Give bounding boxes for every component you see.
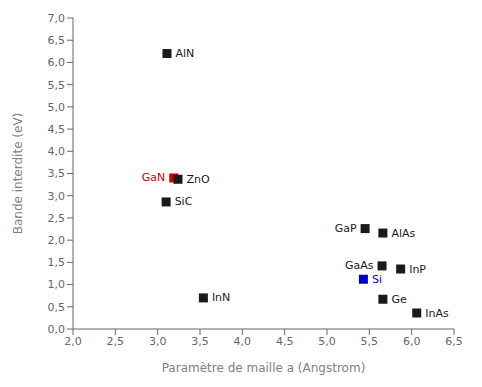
svg-text:3,0: 3,0 [48,190,66,203]
svg-text:Paramètre de maille a (Angstro: Paramètre de maille a (Angstrom) [162,361,366,375]
svg-text:GaN: GaN [142,171,166,184]
svg-text:1,0: 1,0 [48,278,66,291]
svg-text:6,5: 6,5 [48,34,66,47]
svg-text:SiC: SiC [175,195,193,208]
svg-text:6,5: 6,5 [445,335,463,348]
svg-text:2,5: 2,5 [48,212,66,225]
svg-text:0,5: 0,5 [48,301,66,314]
svg-text:6,0: 6,0 [403,335,421,348]
svg-text:3,5: 3,5 [191,335,209,348]
svg-text:Si: Si [372,273,382,286]
svg-text:GaP: GaP [335,222,357,235]
svg-text:5,0: 5,0 [318,335,336,348]
svg-text:3,5: 3,5 [48,167,66,180]
svg-text:ZnO: ZnO [186,173,210,186]
svg-text:5,0: 5,0 [48,101,66,114]
svg-text:Ge: Ge [391,293,407,306]
svg-text:GaAs: GaAs [345,259,374,272]
svg-text:2,0: 2,0 [64,335,82,348]
svg-text:5,5: 5,5 [48,79,66,92]
svg-text:4,5: 4,5 [48,123,66,136]
svg-text:5,5: 5,5 [361,335,379,348]
svg-text:0,0: 0,0 [48,323,66,336]
svg-text:1,5: 1,5 [48,256,66,269]
svg-text:4,5: 4,5 [276,335,294,348]
svg-text:7,0: 7,0 [48,12,66,25]
svg-text:6,0: 6,0 [48,56,66,69]
svg-text:InP: InP [409,263,426,276]
svg-text:Bande interdite (eV): Bande interdite (eV) [11,113,25,235]
svg-text:InN: InN [212,291,230,304]
svg-text:4,0: 4,0 [48,145,66,158]
svg-text:AlN: AlN [175,47,194,60]
svg-text:AlAs: AlAs [391,227,415,240]
svg-text:InAs: InAs [425,307,449,320]
svg-text:3,0: 3,0 [149,335,167,348]
svg-text:2,5: 2,5 [107,335,125,348]
svg-text:4,0: 4,0 [234,335,252,348]
svg-text:2,0: 2,0 [48,234,66,247]
